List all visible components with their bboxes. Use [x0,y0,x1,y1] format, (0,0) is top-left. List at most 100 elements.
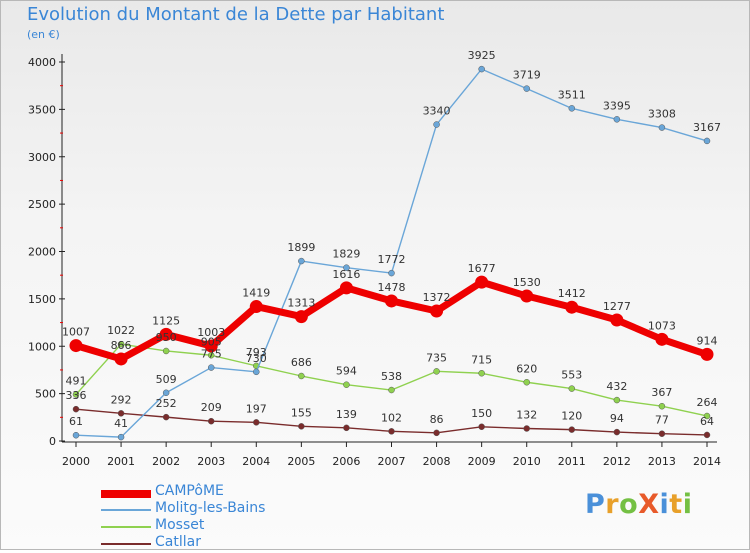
y-tick-label: 2000 [28,246,56,259]
x-tick-label: 2008 [423,455,451,468]
legend-swatch-campome [101,490,151,498]
data-label: 41 [114,417,128,430]
data-point [72,391,80,398]
data-point [523,85,530,92]
data-label: 102 [381,411,402,424]
chart-title: Evolution du Montant de la Dette par Hab… [27,4,445,25]
data-point [114,352,128,366]
data-label: 775 [201,348,222,361]
data-point [658,124,666,131]
data-point [162,347,170,355]
y-tick-label: 0 [49,435,56,448]
x-tick-label: 2004 [242,455,270,468]
x-tick-label: 2010 [513,455,541,468]
data-point [703,412,711,420]
data-point [523,425,530,432]
data-point [117,410,125,417]
data-point [343,264,350,271]
data-label: 3719 [513,69,541,82]
data-point [478,65,485,73]
y-tick-label: 1500 [28,293,56,306]
x-tick-label: 2013 [648,455,676,468]
data-label: 866 [111,339,132,352]
data-label: 252 [156,397,177,410]
data-label: 620 [516,362,537,375]
data-label: 1073 [648,319,676,332]
data-point [613,428,621,436]
data-point [520,289,534,303]
data-point [568,426,576,433]
data-label: 491 [66,374,87,387]
data-point [655,332,669,346]
data-label: 1419 [242,287,270,300]
series-3 [72,405,711,439]
data-label: 264 [697,396,718,409]
data-label: 793 [246,346,267,359]
data-label: 197 [246,402,267,415]
data-label: 715 [471,353,492,366]
data-point [388,386,395,394]
data-point [69,339,83,353]
data-point [565,300,579,314]
legend-label-mosset: Mosset [155,517,205,533]
data-point [117,340,125,348]
data-label: 1530 [513,276,541,289]
data-label: 1829 [332,248,360,261]
y-tick-label: 4000 [28,56,56,69]
data-point [568,385,576,392]
data-label: 905 [201,335,222,348]
data-point [658,402,666,410]
data-point [610,313,624,327]
series-layer [69,65,714,441]
data-point [478,423,485,431]
legend-label-molitg: Molitg-les-Bains [155,500,266,516]
data-point [117,433,125,441]
y-tick-label: 2500 [28,198,56,211]
data-label: 1899 [287,241,315,254]
data-point [207,417,215,425]
x-tick-label: 2011 [558,455,586,468]
data-point [204,339,218,353]
data-label: 3167 [693,121,721,134]
data-point [613,116,621,123]
data-point [339,281,353,295]
data-label: 538 [381,370,402,383]
data-label: 1125 [152,314,180,327]
x-tick-label: 2005 [287,455,315,468]
data-point [298,257,305,265]
x-tick-label: 2012 [603,455,631,468]
legend-swatch-molitg [101,509,151,511]
data-label: 3925 [468,49,496,62]
data-label: 150 [471,407,492,420]
data-label: 3308 [648,108,676,121]
data-label: 64 [700,415,714,428]
data-label: 61 [69,415,83,428]
data-label: 1022 [107,324,135,337]
data-label: 3340 [423,105,451,118]
brand-logo: ProXiti [585,489,693,520]
data-label: 594 [336,365,357,378]
data-label: 686 [291,356,312,369]
data-point [523,379,530,386]
data-label: 1007 [62,326,90,339]
data-point [72,431,80,439]
data-label: 950 [156,331,177,344]
data-label: 86 [430,413,444,426]
data-point [159,327,173,341]
data-label: 292 [111,393,132,406]
data-point [298,423,305,430]
data-label: 3511 [558,88,586,101]
data-point [703,137,711,145]
data-labels-layer: 1007 866 1125 1003 1419 1313 1616 1478 1372 1677 1… [62,49,721,430]
x-tick-label: 2003 [197,455,225,468]
data-point [703,431,711,439]
data-point [249,300,263,314]
data-point [72,405,80,413]
data-label: 509 [156,373,177,386]
legend-label-catllar: Catllar [155,534,201,550]
data-point [388,428,395,435]
data-label: 1478 [378,281,406,294]
data-point [433,429,440,437]
